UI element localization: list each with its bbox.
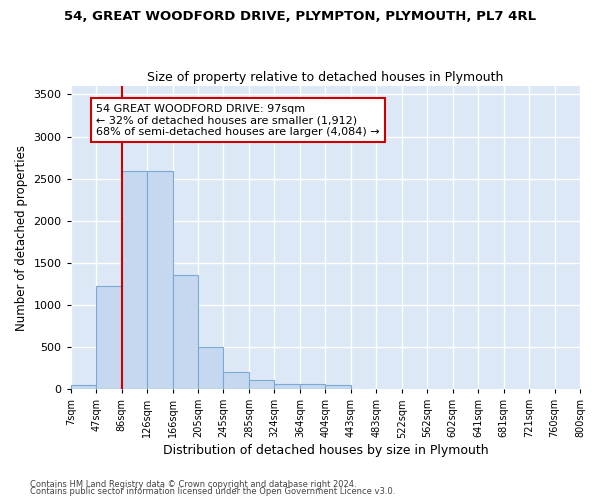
- Bar: [147, 171, 173, 389]
- Bar: [249, 380, 274, 389]
- Text: Contains HM Land Registry data © Crown copyright and database right 2024.: Contains HM Land Registry data © Crown c…: [30, 480, 356, 489]
- Text: Contains public sector information licensed under the Open Government Licence v3: Contains public sector information licen…: [30, 487, 395, 496]
- Text: 54, GREAT WOODFORD DRIVE, PLYMPTON, PLYMOUTH, PL7 4RL: 54, GREAT WOODFORD DRIVE, PLYMPTON, PLYM…: [64, 10, 536, 23]
- Bar: [300, 384, 325, 389]
- Bar: [325, 385, 351, 389]
- Bar: [122, 171, 147, 389]
- Bar: [274, 384, 300, 389]
- Y-axis label: Number of detached properties: Number of detached properties: [15, 144, 28, 330]
- Bar: [173, 276, 198, 389]
- X-axis label: Distribution of detached houses by size in Plymouth: Distribution of detached houses by size …: [163, 444, 488, 458]
- Bar: [198, 347, 223, 389]
- Bar: [96, 286, 122, 389]
- Bar: [223, 372, 249, 389]
- Bar: [71, 385, 96, 389]
- Text: 54 GREAT WOODFORD DRIVE: 97sqm
← 32% of detached houses are smaller (1,912)
68% : 54 GREAT WOODFORD DRIVE: 97sqm ← 32% of …: [96, 104, 380, 137]
- Title: Size of property relative to detached houses in Plymouth: Size of property relative to detached ho…: [147, 70, 503, 84]
